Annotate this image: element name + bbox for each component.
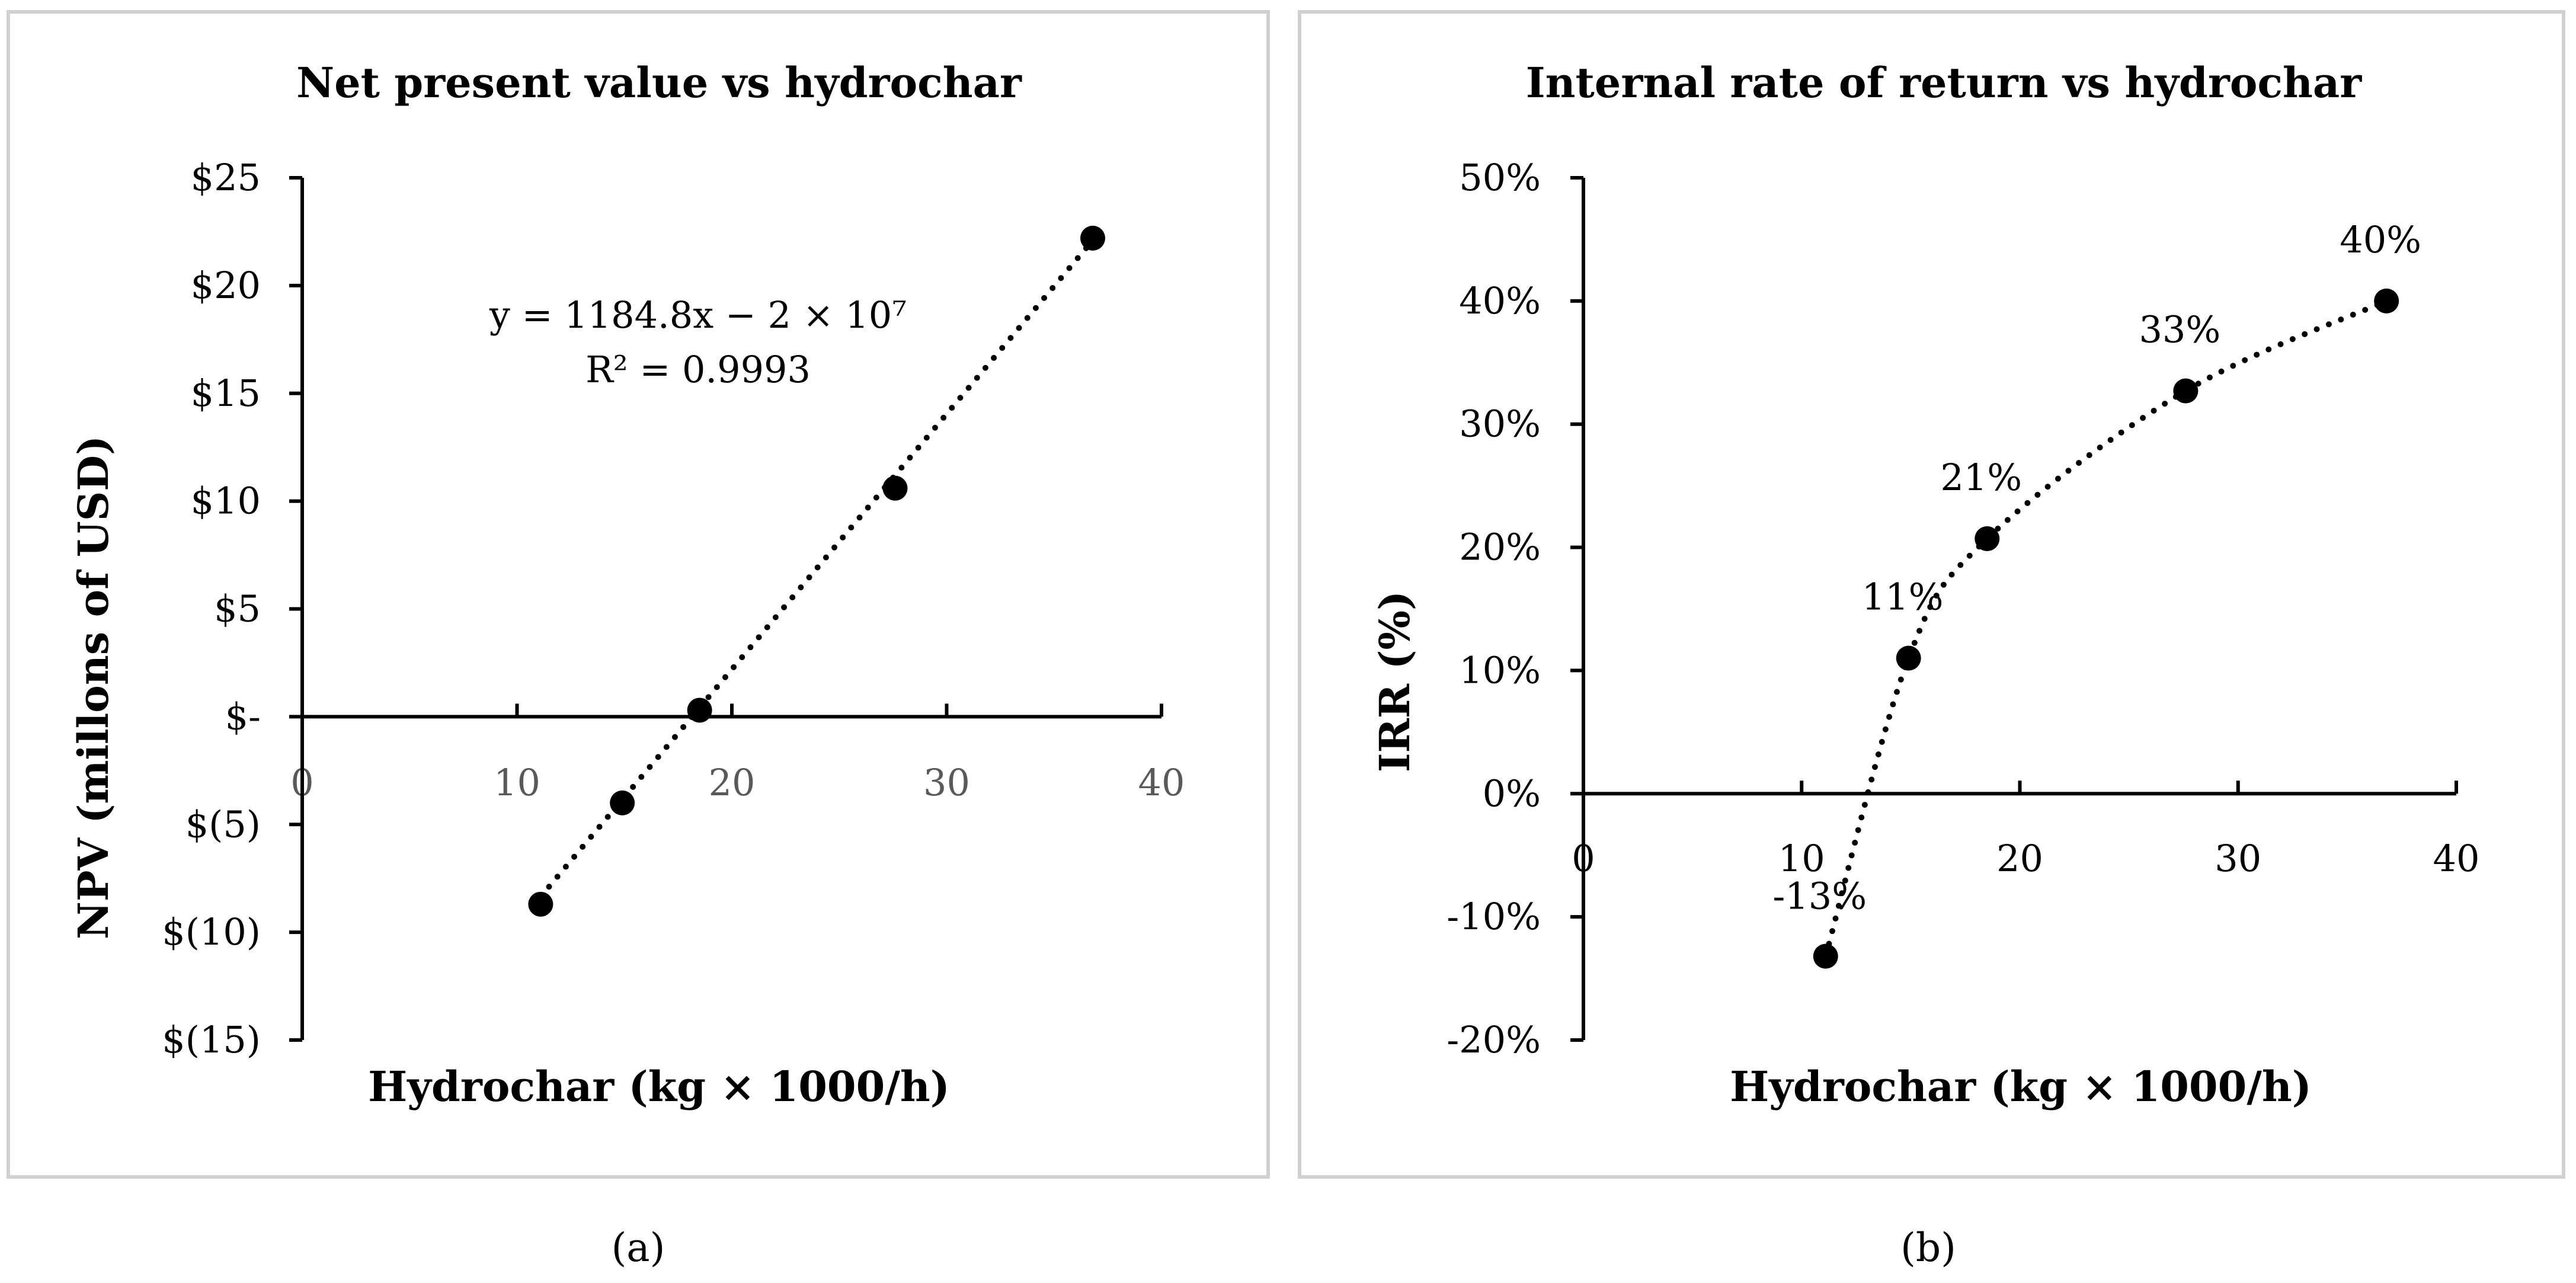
panel-b-x-axis-title: Hydrochar (kg × 1000/h) — [1730, 1062, 2312, 1111]
panel-b: Internal rate of return vs hydrochar Hyd… — [1298, 10, 2565, 1179]
panel-a-caption: (a) — [612, 1225, 665, 1271]
panel-a-data-point — [610, 790, 635, 815]
panel-b-y-tick-label: 0% — [1483, 772, 1541, 815]
panel-b-data-label: 40% — [2340, 218, 2421, 261]
panel-b-data-label: 21% — [1940, 456, 2022, 499]
panel-b-data-label: 11% — [1862, 575, 1944, 619]
panel-b-y-tick-label: 50% — [1459, 156, 1541, 199]
panel-a-trendline — [537, 237, 1096, 900]
panel-b-y-tick-label: 40% — [1459, 279, 1541, 322]
panel-a-data-point — [687, 698, 712, 723]
panel-b-x-tick-label: 10 — [1778, 837, 1825, 880]
panel-a-y-tick-label: $15 — [191, 372, 261, 415]
panel-b-data-point — [1975, 526, 2000, 552]
panel-b-caption: (b) — [1900, 1225, 1956, 1271]
panel-b-y-tick-label: -20% — [1447, 1018, 1541, 1061]
panel-a-y-tick-label: $10 — [191, 479, 261, 523]
panel-b-x-tick-label: 40 — [2433, 837, 2480, 880]
panel-a-frame — [7, 10, 1270, 1179]
panel-a-x-tick-label: 40 — [1138, 761, 1185, 804]
panel-b-points — [1813, 288, 2399, 969]
panel-a-y-tick-label: $5 — [214, 587, 261, 631]
panel-a-title: Net present value vs hydrochar — [296, 58, 1022, 107]
panel-a-x-tick-label: 20 — [709, 761, 756, 804]
panel-b-frame — [1298, 10, 2565, 1179]
panel-a-ticks: $(15)$(10)$(5)$-$5$10$15$20$25010203040 — [162, 156, 1185, 1061]
panel-a-trend-equation: y = 1184.8x − 2 × 10⁷ — [489, 293, 907, 337]
panel-a-y-tick-label: $20 — [191, 264, 261, 307]
panel-b-y-tick-label: -10% — [1447, 895, 1541, 938]
panel-b-data-point — [1896, 645, 1921, 671]
panel-b-data-label: 33% — [2139, 308, 2220, 351]
panel-a-data-point — [528, 891, 553, 917]
panel-a-y-tick-label: $25 — [191, 156, 261, 199]
panel-a-data-point — [1080, 225, 1105, 251]
panel-b-y-axis-title: IRR (%) — [1370, 591, 1419, 772]
panel-b-data-point — [1813, 943, 1838, 969]
panel-a-y-axis-title: NPV (millons of USD) — [69, 436, 118, 939]
panel-a-y-tick-label: $(15) — [162, 1018, 261, 1061]
panel-a: Net present value vs hydrochar Hydrochar… — [7, 10, 1270, 1179]
panel-b-title: Internal rate of return vs hydrochar — [1526, 58, 2362, 107]
panel-a-x-axis-title: Hydrochar (kg × 1000/h) — [368, 1062, 950, 1111]
panel-a-data-point — [882, 475, 908, 501]
panel-b-y-tick-label: 30% — [1459, 402, 1541, 446]
panel-a-y-tick-label: $(10) — [162, 910, 261, 954]
panel-b-data-label: -13% — [1772, 875, 1867, 918]
panel-a-points — [528, 225, 1105, 917]
panel-b-y-tick-label: 10% — [1459, 648, 1541, 692]
panel-b-data-labels: -13% 11% 21% 33% 40% — [1772, 218, 2421, 918]
panel-b-data-point — [2374, 288, 2399, 313]
panel-b-y-tick-label: 20% — [1459, 526, 1541, 569]
panel-b-ticks: -20%-10%0%10%20%30%40%50%010203040 — [1447, 156, 2479, 1061]
panel-a-y-tick-label: $- — [225, 695, 261, 738]
panel-a-x-tick-label: 10 — [494, 761, 540, 804]
panel-b-x-tick-label: 20 — [1996, 837, 2043, 880]
panel-b-x-tick-label: 30 — [2215, 837, 2261, 880]
panel-a-x-tick-label: 30 — [923, 761, 970, 804]
panel-b-data-point — [2173, 378, 2199, 404]
panel-a-y-tick-label: $(5) — [185, 802, 261, 846]
panel-a-r-squared: R² = 0.9993 — [585, 348, 811, 391]
